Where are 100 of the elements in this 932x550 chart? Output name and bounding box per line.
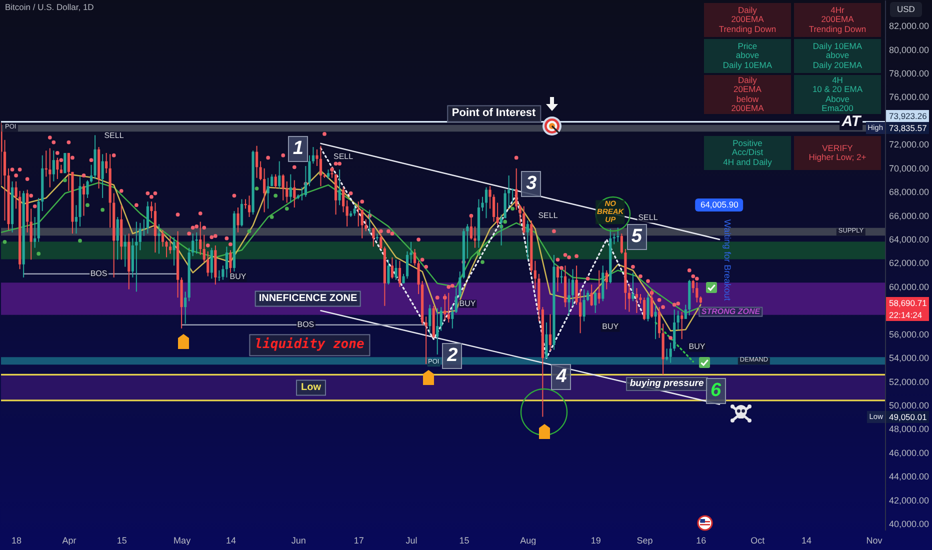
candlestick bbox=[364, 218, 368, 232]
candlestick bbox=[124, 234, 126, 268]
candlestick bbox=[67, 152, 70, 192]
x-tick-label: 14 bbox=[226, 536, 236, 546]
annotation: buying pressure bbox=[626, 377, 708, 392]
candlestick bbox=[353, 204, 356, 216]
y-tick-label: 62,000.00 bbox=[889, 258, 930, 268]
candlestick bbox=[387, 259, 390, 286]
candlestick bbox=[560, 270, 563, 284]
candlestick bbox=[402, 273, 405, 284]
band-label: Low bbox=[296, 379, 326, 396]
chart-title: Bitcoin / U.S. Dollar, 1D bbox=[5, 2, 94, 12]
annotation: SELL bbox=[103, 130, 125, 140]
candlestick bbox=[590, 284, 593, 306]
candlestick bbox=[466, 224, 469, 259]
point bbox=[503, 220, 508, 224]
candlestick bbox=[357, 201, 360, 227]
candlestick bbox=[474, 226, 476, 248]
candlestick bbox=[390, 256, 394, 280]
annotation: BUY bbox=[688, 342, 706, 352]
candlestick bbox=[338, 169, 341, 206]
y-tick-label: 82,000.00 bbox=[889, 21, 930, 32]
candlestick bbox=[158, 224, 160, 254]
candlestick bbox=[481, 196, 484, 212]
candlestick bbox=[594, 291, 597, 314]
candlestick bbox=[293, 180, 296, 208]
point bbox=[2, 240, 7, 244]
candlestick bbox=[101, 154, 104, 199]
candlestick bbox=[142, 218, 146, 236]
candlestick bbox=[424, 316, 428, 365]
point bbox=[100, 208, 104, 212]
candlestick bbox=[428, 304, 432, 335]
candlestick bbox=[646, 294, 650, 322]
x-tick-label: 14 bbox=[801, 536, 812, 546]
candlestick bbox=[263, 168, 266, 213]
candlestick bbox=[342, 186, 345, 213]
candlestick bbox=[394, 259, 398, 280]
annotation: SELL bbox=[637, 212, 659, 222]
y-tick-label: 42,000.00 bbox=[889, 495, 930, 506]
candlestick bbox=[138, 222, 142, 251]
candlestick bbox=[266, 177, 270, 210]
y-tick-label: 52,000.00 bbox=[889, 376, 930, 387]
y-tick-label: 54,000.00 bbox=[889, 353, 930, 364]
candlestick bbox=[286, 180, 288, 204]
x-tick-label: 16 bbox=[696, 536, 706, 546]
candlestick bbox=[14, 180, 18, 210]
y-tick-label: 50,000.00 bbox=[889, 400, 930, 411]
point bbox=[36, 252, 41, 256]
candlestick bbox=[447, 292, 450, 324]
candlestick bbox=[202, 234, 206, 263]
candlestick bbox=[586, 290, 590, 302]
candlestick bbox=[210, 247, 213, 280]
candlestick bbox=[236, 206, 240, 233]
y-tick-label: 64,000.00 bbox=[889, 234, 930, 245]
candlestick bbox=[372, 227, 375, 248]
text: 58,690.71 bbox=[886, 296, 929, 309]
candlestick bbox=[116, 216, 119, 260]
candlestick bbox=[666, 348, 668, 361]
candlestick bbox=[684, 304, 687, 320]
candlestick bbox=[654, 304, 657, 340]
candlestick bbox=[86, 180, 89, 199]
y-tick-label: 60,000.00 bbox=[889, 282, 930, 292]
x-tick-label: 19 bbox=[590, 536, 601, 546]
candlestick bbox=[534, 260, 536, 290]
candlestick bbox=[696, 282, 698, 303]
annotation: BUY bbox=[601, 322, 620, 332]
candlestick bbox=[518, 204, 522, 225]
candlestick bbox=[168, 235, 172, 254]
annotation: SELL bbox=[537, 210, 559, 220]
annotation: 1 bbox=[288, 136, 308, 162]
annotation: 5 bbox=[626, 224, 647, 250]
candlestick bbox=[406, 250, 409, 280]
y-tick-label: 80,000.00 bbox=[889, 44, 930, 55]
point bbox=[270, 215, 274, 219]
candlestick bbox=[278, 160, 281, 190]
annotation: Waiting for Breakout bbox=[722, 219, 733, 300]
y-tick-label: 68,000.00 bbox=[889, 187, 930, 198]
candlestick bbox=[244, 198, 247, 210]
annotation: 6 bbox=[706, 378, 726, 404]
x-tick-label: Aug bbox=[520, 536, 536, 546]
candlestick bbox=[34, 216, 36, 248]
annotation: BUY bbox=[228, 272, 248, 282]
candlestick bbox=[582, 288, 586, 322]
candlestick bbox=[526, 220, 529, 260]
point bbox=[78, 238, 82, 243]
annotation: liquidity zone bbox=[248, 334, 370, 356]
y-tick-label: 70,000.00 bbox=[889, 163, 930, 174]
annotation: SELL bbox=[332, 151, 354, 161]
candlestick bbox=[635, 288, 638, 314]
y-tick-label: 76,000.00 bbox=[889, 92, 930, 102]
candlestick bbox=[48, 148, 52, 188]
text: 22:14:24 bbox=[886, 308, 929, 321]
x-tick-label: 15 bbox=[459, 536, 470, 546]
candlestick bbox=[229, 250, 232, 274]
annotation: BOS bbox=[89, 268, 108, 278]
x-tick-label: Oct bbox=[750, 536, 766, 546]
candlestick bbox=[579, 288, 582, 334]
candlestick bbox=[440, 306, 442, 332]
candlestick bbox=[326, 169, 330, 180]
candlestick bbox=[360, 209, 364, 239]
